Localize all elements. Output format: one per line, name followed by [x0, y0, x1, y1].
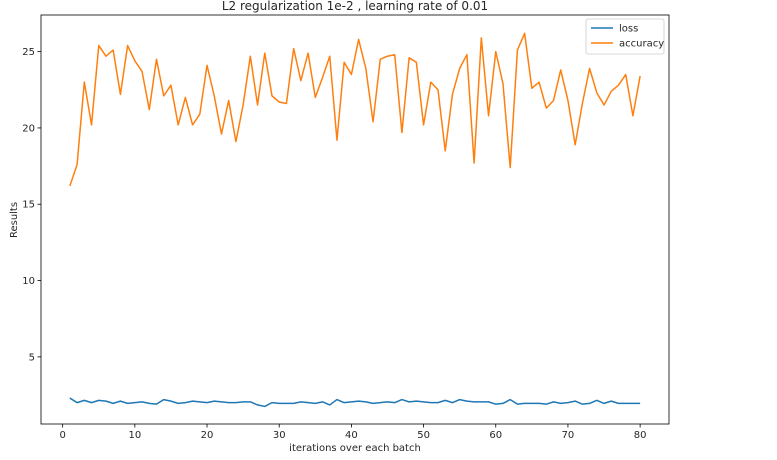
x-tick-label: 70 [562, 430, 575, 441]
series-layer [69, 32, 641, 408]
x-tick-label: 10 [128, 430, 141, 441]
x-tick-label: 20 [201, 430, 214, 441]
y-tick-label: 5 [29, 352, 35, 363]
x-tick-label: 60 [489, 430, 502, 441]
legend-label: loss [619, 24, 638, 35]
y-tick-label: 25 [22, 47, 35, 58]
x-axis-label: iterations over each batch [289, 443, 421, 454]
x-tick-label: 40 [345, 430, 358, 441]
chart-title: L2 regularization 1e-2 , learning rate o… [222, 0, 488, 13]
x-axis: 0 10 20 30 40 50 60 70 80 [59, 424, 646, 441]
x-tick-label: 0 [59, 430, 65, 441]
series-line-loss [69, 397, 641, 408]
x-tick-label: 80 [634, 430, 647, 441]
y-tick-label: 10 [22, 276, 35, 287]
y-axis-label: Results [9, 202, 20, 238]
y-tick-label: 20 [22, 123, 35, 134]
series-line-accuracy [69, 32, 641, 187]
plot-frame [40, 14, 670, 425]
legend: loss accuracy [585, 18, 665, 55]
x-tick-label: 30 [273, 430, 286, 441]
y-axis: 5 10 15 20 25 [22, 47, 41, 363]
x-tick-label: 50 [417, 430, 430, 441]
legend-label: accuracy [619, 39, 664, 50]
y-tick-label: 15 [22, 200, 35, 211]
